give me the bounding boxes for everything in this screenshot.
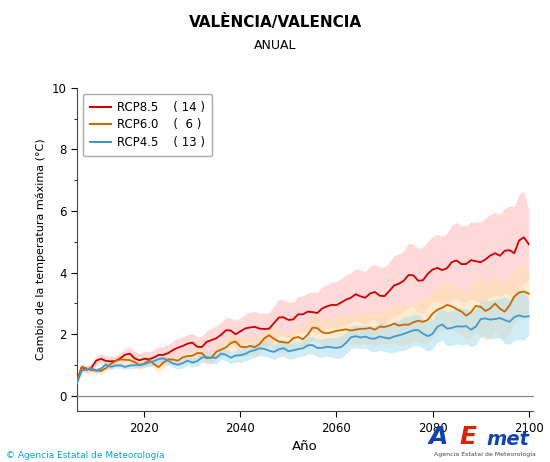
Legend: RCP8.5    ( 14 ), RCP6.0    (  6 ), RCP4.5    ( 13 ): RCP8.5 ( 14 ), RCP6.0 ( 6 ), RCP4.5 ( 13… [83, 94, 212, 156]
Text: Agencia Estatal de Meteorología: Agencia Estatal de Meteorología [434, 452, 536, 457]
Text: E: E [459, 425, 476, 449]
Text: A: A [429, 425, 448, 449]
X-axis label: Año: Año [293, 440, 318, 453]
Text: ANUAL: ANUAL [254, 39, 296, 52]
Y-axis label: Cambio de la temperatura máxima (°C): Cambio de la temperatura máxima (°C) [36, 139, 46, 360]
Text: © Agencia Estatal de Meteorología: © Agencia Estatal de Meteorología [6, 451, 164, 460]
Text: met: met [487, 430, 530, 449]
Text: VALÈNCIA/VALENCIA: VALÈNCIA/VALENCIA [189, 14, 361, 30]
